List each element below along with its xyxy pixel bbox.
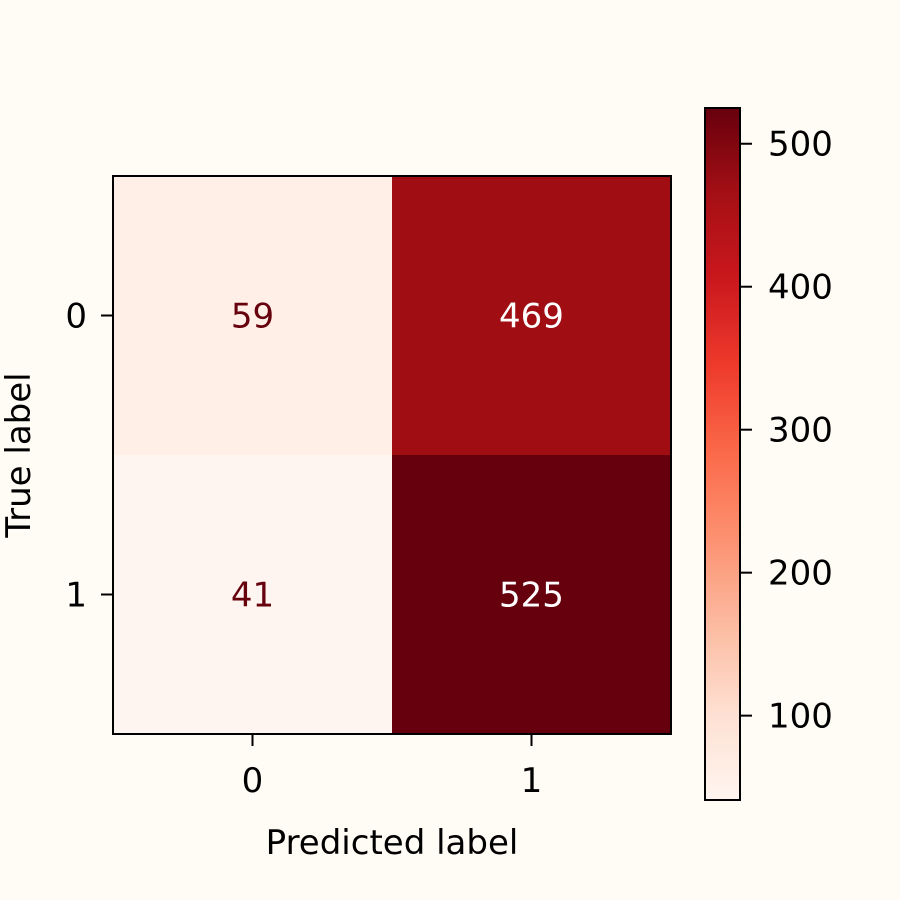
colorbar-tick-label: 100 bbox=[768, 697, 833, 737]
colorbar-frame bbox=[704, 107, 741, 801]
heatmap-cell-1-0 bbox=[113, 455, 393, 735]
cell-value-label-1-0: 41 bbox=[231, 576, 274, 616]
cell-value-labels: 59 469 41 525 bbox=[231, 297, 564, 616]
colorbar-tick-label: 300 bbox=[768, 411, 833, 451]
heatmap-cells bbox=[113, 176, 672, 735]
cell-value-label-0-1: 469 bbox=[499, 297, 564, 337]
colorbar-ticks: 100 200 300 400 500 bbox=[740, 125, 833, 737]
cell-value-label-1-1: 525 bbox=[499, 576, 564, 616]
colorbar-gradient bbox=[705, 108, 740, 800]
y-axis-ticks: 01 bbox=[65, 297, 113, 616]
colorbar-tick-label: 400 bbox=[768, 268, 833, 308]
y-axis-label: True label bbox=[0, 372, 39, 538]
plot-frame bbox=[112, 175, 672, 735]
colorbar: 100 200 300 400 500 bbox=[704, 107, 833, 801]
heatmap-cell-0-1 bbox=[392, 176, 672, 456]
x-tick-label: 1 bbox=[521, 761, 543, 801]
cell-value-label-0-0: 59 bbox=[231, 297, 274, 337]
colorbar-tick-label: 200 bbox=[768, 554, 833, 594]
heatmap-cell-1-1 bbox=[392, 455, 672, 735]
x-tick-label: 0 bbox=[242, 761, 264, 801]
y-tick-label: 0 bbox=[65, 297, 87, 337]
heatmap-cell-0-0 bbox=[113, 176, 393, 456]
x-axis-label: Predicted label bbox=[266, 823, 519, 863]
y-tick-label: 1 bbox=[65, 576, 87, 616]
colorbar-tick-label: 500 bbox=[768, 125, 833, 165]
